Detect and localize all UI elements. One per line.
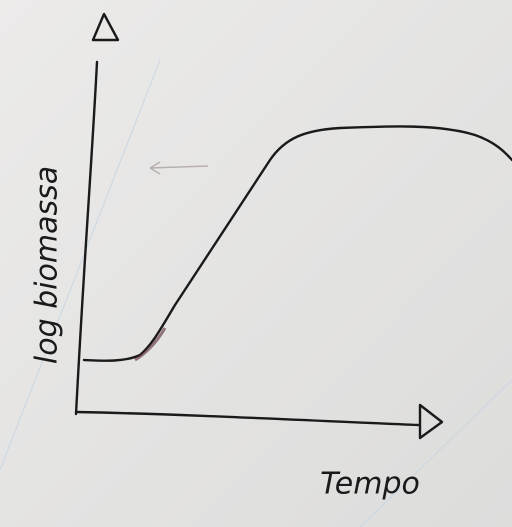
x-axis-label: Tempo: [320, 467, 420, 502]
paper: [0, 0, 512, 527]
sketch: log biomassa Tempo: [0, 0, 512, 527]
page: {"axes": {"y_label": "log biomassa", "x_…: [0, 0, 512, 527]
y-axis-label: log biomassa: [30, 166, 65, 364]
